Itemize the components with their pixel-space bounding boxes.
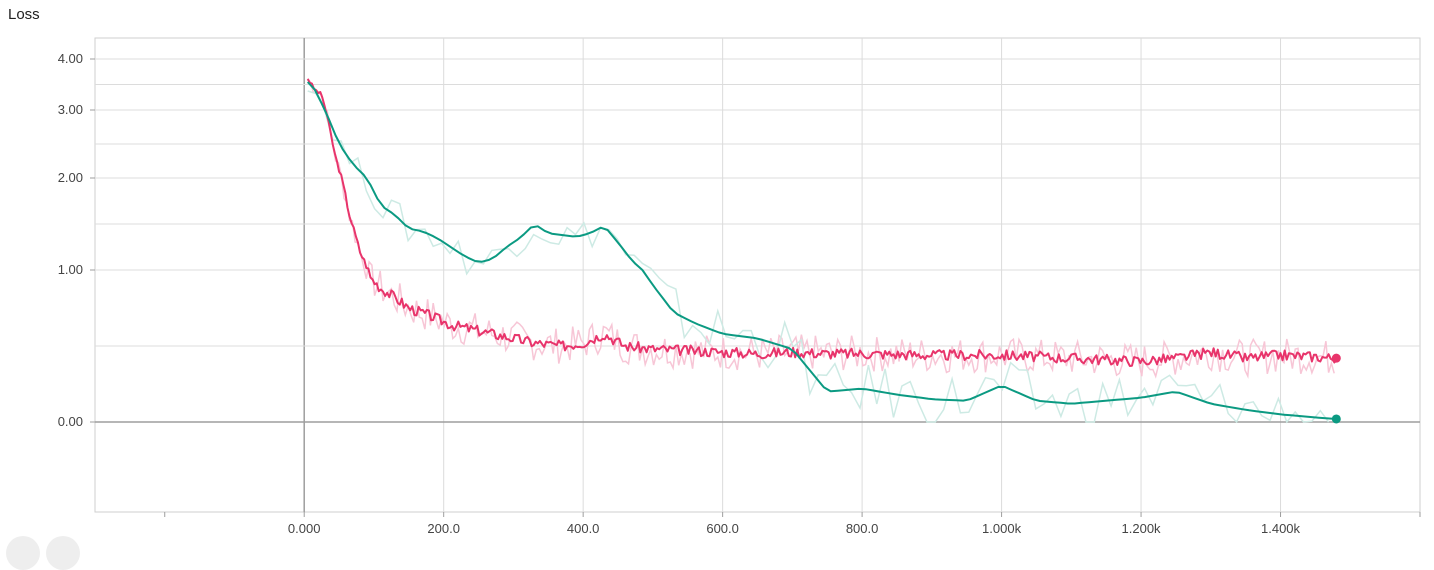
x-tick-label: 1.000k (982, 521, 1022, 536)
series-line-0[interactable] (306, 78, 1336, 367)
smoothed-series-layer (306, 78, 1341, 424)
y-tick-label: 1.00 (58, 262, 83, 277)
circle-button-left[interactable] (6, 536, 40, 570)
series-endpoint-1[interactable] (1331, 414, 1341, 424)
y-tick-label: 0.00 (58, 414, 83, 429)
raw-series-layer (307, 78, 1335, 424)
y-tick-label: 2.00 (58, 170, 83, 185)
circle-button-right[interactable] (46, 536, 80, 570)
x-tick-label: 0.000 (288, 521, 321, 536)
chart-title: Loss (8, 6, 40, 23)
grid (90, 37, 1421, 517)
x-tick-label: 200.0 (427, 521, 460, 536)
x-tick-label: 1.400k (1261, 521, 1301, 536)
tick-labels: 0.000 200.0 400.0 600.0 800.0 1.000k 1.200k 1.4… (58, 51, 1301, 536)
x-tick-label: 800.0 (846, 521, 879, 536)
y-tick-label: 4.00 (58, 51, 83, 66)
raw-series-line-1 (307, 90, 1330, 424)
plot-frame (94, 37, 1421, 513)
x-tick-label: 600.0 (706, 521, 739, 536)
series-endpoint-0[interactable] (1331, 353, 1341, 363)
series-line-1[interactable] (306, 81, 1333, 420)
x-tick-label: 1.200k (1122, 521, 1162, 536)
y-tick-label: 3.00 (58, 102, 83, 117)
raw-series-line-0 (307, 78, 1335, 379)
loss-chart: 0.000 200.0 400.0 600.0 800.0 1.000k 1.200k 1.4… (58, 37, 1421, 536)
x-tick-label: 400.0 (567, 521, 600, 536)
